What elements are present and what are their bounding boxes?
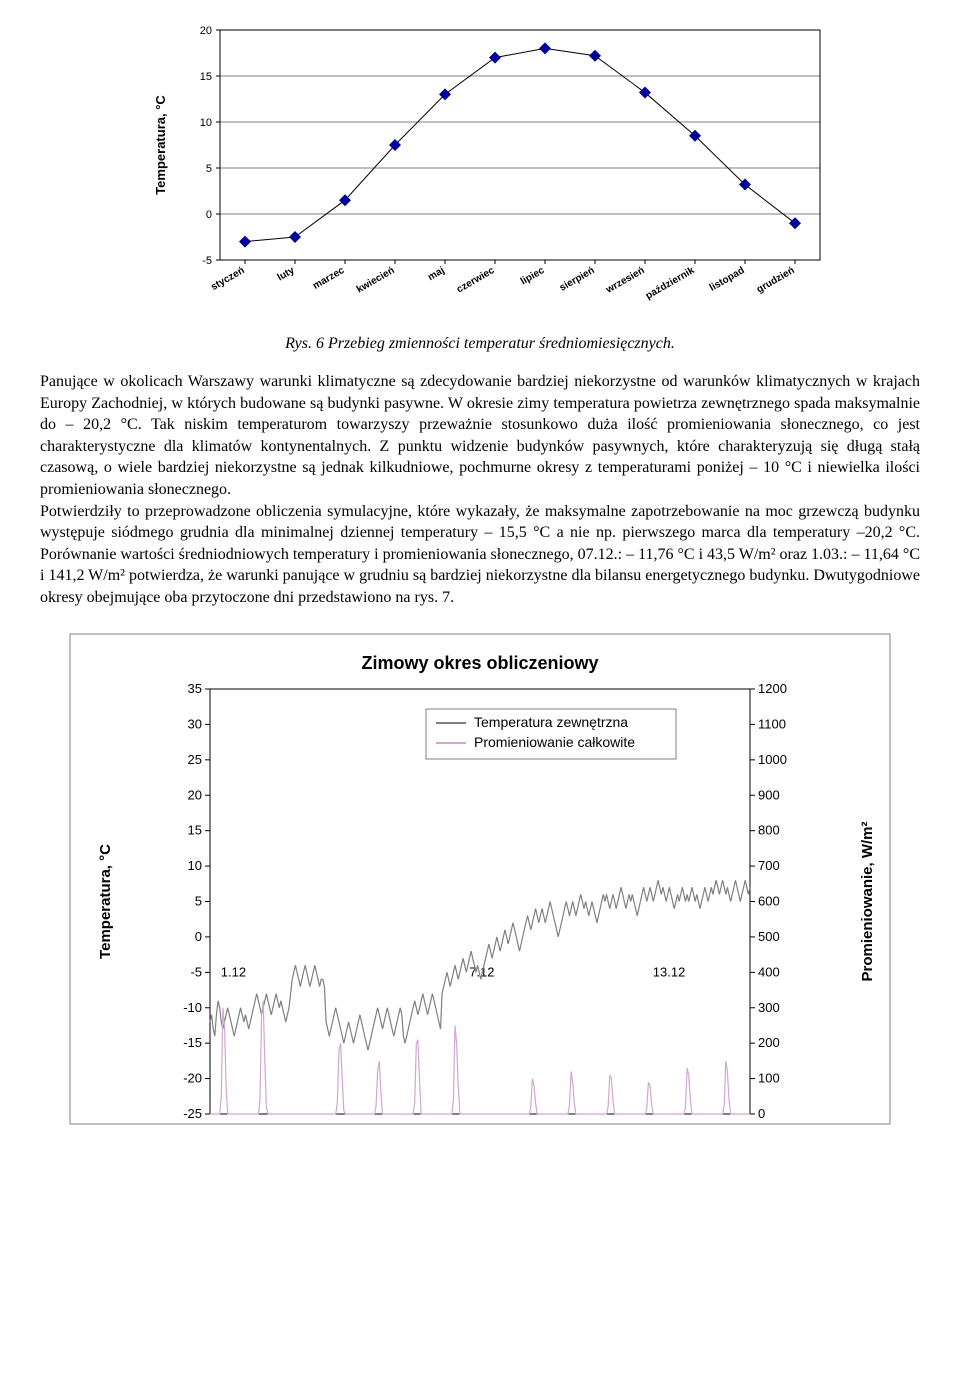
svg-text:grudzień: grudzień xyxy=(755,265,797,295)
svg-text:0: 0 xyxy=(195,928,202,943)
svg-text:czerwiec: czerwiec xyxy=(455,265,497,296)
svg-text:300: 300 xyxy=(758,999,780,1014)
svg-text:maj: maj xyxy=(426,265,447,283)
chart-2: Zimowy okres obliczeniowy -25 -20 -15 -10 -5 0… xyxy=(60,629,900,1129)
svg-text:styczeń: styczeń xyxy=(209,265,246,293)
svg-text:5: 5 xyxy=(206,163,212,175)
svg-text:listopad: listopad xyxy=(708,265,747,294)
svg-text:Zimowy okres obliczeniowy: Zimowy okres obliczeniowy xyxy=(361,653,598,673)
svg-text:wrzesień: wrzesień xyxy=(604,265,647,296)
svg-text:30: 30 xyxy=(188,716,202,731)
svg-text:500: 500 xyxy=(758,928,780,943)
svg-text:10: 10 xyxy=(188,858,202,873)
paragraph-1: Panujące w okolicach Warszawy warunki kl… xyxy=(40,371,920,501)
svg-text:sierpień: sierpień xyxy=(558,265,597,294)
svg-text:600: 600 xyxy=(758,893,780,908)
svg-text:20: 20 xyxy=(188,787,202,802)
svg-text:15: 15 xyxy=(200,71,212,83)
svg-text:20: 20 xyxy=(200,25,212,37)
svg-text:-5: -5 xyxy=(202,255,212,267)
svg-text:1000: 1000 xyxy=(758,751,787,766)
svg-text:Temperatura zewnętrzna: Temperatura zewnętrzna xyxy=(474,714,628,730)
svg-text:0: 0 xyxy=(206,209,212,221)
svg-text:-25: -25 xyxy=(183,1106,202,1121)
svg-text:10: 10 xyxy=(200,117,212,129)
svg-text:800: 800 xyxy=(758,822,780,837)
svg-text:-10: -10 xyxy=(183,999,202,1014)
svg-text:200: 200 xyxy=(758,1035,780,1050)
svg-text:700: 700 xyxy=(758,858,780,873)
svg-text:październik: październik xyxy=(644,265,697,302)
svg-text:kwiecień: kwiecień xyxy=(355,265,397,295)
svg-text:lipiec: lipiec xyxy=(519,265,547,288)
svg-text:1100: 1100 xyxy=(758,716,786,731)
figure-6-caption: Rys. 6 Przebieg zmienności temperatur śr… xyxy=(40,335,920,353)
body-paragraphs: Panujące w okolicach Warszawy warunki kl… xyxy=(40,371,920,609)
svg-text:luty: luty xyxy=(276,265,297,284)
svg-text:-20: -20 xyxy=(183,1070,202,1085)
svg-text:marzec: marzec xyxy=(311,265,347,292)
svg-text:Promieniowanie całkowite: Promieniowanie całkowite xyxy=(474,734,635,750)
chart-1-container: -5 0 5 10 15 20 styczeń luty marzec kwiecień majcz… xyxy=(120,20,840,325)
svg-text:-15: -15 xyxy=(183,1035,202,1050)
svg-text:13.12: 13.12 xyxy=(653,964,686,979)
svg-text:1.12: 1.12 xyxy=(221,964,246,979)
svg-text:100: 100 xyxy=(758,1070,780,1085)
svg-text:5: 5 xyxy=(195,893,202,908)
svg-text:Promieniowanie, W/m²: Promieniowanie, W/m² xyxy=(859,821,876,981)
svg-text:1200: 1200 xyxy=(758,681,787,696)
chart-1: -5 0 5 10 15 20 styczeń luty marzec kwiecień majcz… xyxy=(120,20,840,320)
paragraph-2: Potwierdziły to przeprowadzone obliczeni… xyxy=(40,501,920,609)
svg-text:Temperatura, °C: Temperatura, °C xyxy=(97,843,114,958)
svg-text:-5: -5 xyxy=(190,964,202,979)
svg-text:35: 35 xyxy=(188,681,202,696)
svg-text:25: 25 xyxy=(188,751,202,766)
svg-text:0: 0 xyxy=(758,1106,765,1121)
chart-2-container: Zimowy okres obliczeniowy -25 -20 -15 -10 -5 0… xyxy=(60,629,900,1134)
svg-text:Temperatura, °C: Temperatura, °C xyxy=(153,95,168,195)
svg-text:900: 900 xyxy=(758,787,780,802)
svg-text:400: 400 xyxy=(758,964,780,979)
svg-text:15: 15 xyxy=(188,822,202,837)
